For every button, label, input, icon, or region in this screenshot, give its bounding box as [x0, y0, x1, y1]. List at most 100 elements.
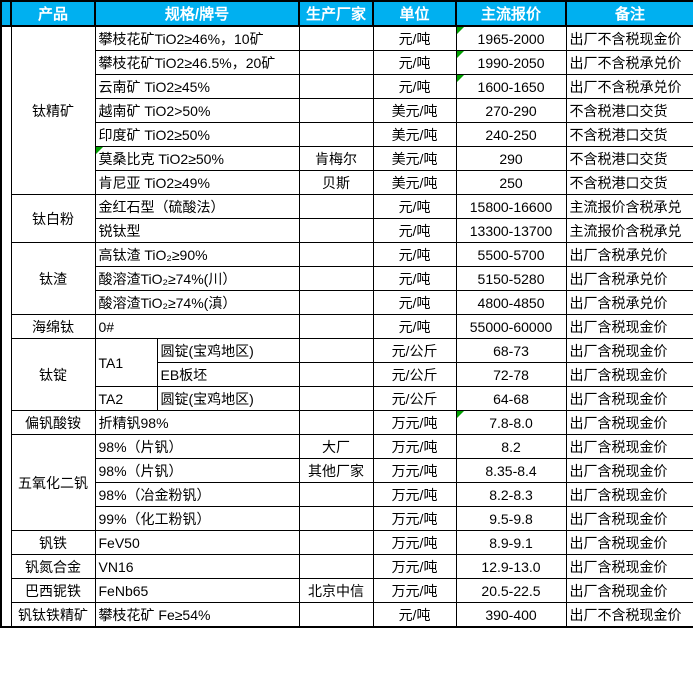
unit-cell[interactable]: 元/吨 [372, 266, 457, 291]
manufacturer-cell[interactable] [298, 362, 374, 387]
price-cell[interactable]: 290 [455, 146, 567, 171]
unit-cell[interactable]: 元/公斤 [372, 386, 457, 411]
manufacturer-cell[interactable]: 大厂 [298, 434, 374, 459]
manufacturer-cell[interactable] [298, 338, 374, 363]
unit-cell[interactable]: 万元/吨 [372, 578, 457, 603]
unit-cell[interactable]: 元/吨 [372, 50, 457, 75]
manufacturer-cell[interactable] [298, 242, 374, 267]
note-cell[interactable]: 出厂含税现金价 [565, 530, 693, 555]
spec-cell[interactable]: 98%（片钒） [94, 434, 300, 459]
note-cell[interactable]: 出厂含税承兑价 [565, 290, 693, 315]
note-cell[interactable]: 出厂不含税现金价 [565, 25, 693, 51]
unit-cell[interactable]: 万元/吨 [372, 482, 457, 507]
price-cell[interactable]: 270-290 [455, 98, 567, 123]
product-cell[interactable]: 钒钛铁精矿 [10, 602, 96, 628]
unit-cell[interactable]: 万元/吨 [372, 554, 457, 579]
manufacturer-cell[interactable] [298, 290, 374, 315]
spec-cell[interactable]: 酸溶渣TiO₂≥74%(滇） [94, 290, 300, 315]
manufacturer-cell[interactable]: 其他厂家 [298, 458, 374, 483]
note-cell[interactable]: 出厂含税现金价 [565, 554, 693, 579]
product-cell[interactable]: 钛渣 [10, 242, 96, 315]
manufacturer-cell[interactable] [298, 98, 374, 123]
manufacturer-cell[interactable] [298, 554, 374, 579]
col-header-price[interactable]: 主流报价 [455, 0, 568, 27]
unit-cell[interactable]: 元/吨 [372, 25, 457, 51]
unit-cell[interactable]: 美元/吨 [372, 122, 457, 147]
spec-cell[interactable]: FeV50 [94, 530, 300, 555]
price-cell[interactable]: 240-250 [455, 122, 567, 147]
price-cell[interactable]: 13300-13700 [455, 218, 567, 243]
price-cell[interactable]: 64-68 [455, 386, 567, 411]
note-cell[interactable]: 出厂含税现金价 [565, 458, 693, 483]
product-cell[interactable]: 钛锭 [10, 338, 96, 411]
unit-cell[interactable]: 万元/吨 [372, 530, 457, 555]
unit-cell[interactable]: 美元/吨 [372, 170, 457, 195]
price-cell[interactable]: 72-78 [455, 362, 567, 387]
manufacturer-cell[interactable] [298, 386, 374, 411]
manufacturer-cell[interactable] [298, 506, 374, 531]
note-cell[interactable]: 出厂含税现金价 [565, 338, 693, 363]
note-cell[interactable]: 不含税港口交货 [565, 170, 693, 195]
manufacturer-cell[interactable] [298, 530, 374, 555]
note-cell[interactable]: 出厂不含税承兑价 [565, 50, 693, 75]
note-cell[interactable]: 出厂含税现金价 [565, 434, 693, 459]
spec-cell[interactable]: 折精钒98% [94, 410, 300, 435]
product-cell[interactable]: 巴西铌铁 [10, 578, 96, 603]
manufacturer-cell[interactable] [298, 194, 374, 219]
unit-cell[interactable]: 元/公斤 [372, 362, 457, 387]
spec-cell[interactable]: VN16 [94, 554, 300, 579]
col-header-note[interactable]: 备注 [565, 0, 693, 27]
product-cell[interactable]: 钛白粉 [10, 194, 96, 243]
spec-cell[interactable]: 98%（片钒） [94, 458, 300, 483]
note-cell[interactable]: 出厂含税承兑价 [565, 242, 693, 267]
price-cell[interactable]: 12.9-13.0 [455, 554, 567, 579]
unit-cell[interactable]: 元/吨 [372, 602, 457, 628]
col-header-manufacturer[interactable]: 生产厂家 [298, 0, 375, 27]
price-cell[interactable]: 390-400 [455, 602, 567, 628]
manufacturer-cell[interactable] [298, 314, 374, 339]
spec-cell[interactable]: 锐钛型 [94, 218, 300, 243]
spec-cell[interactable]: 攀枝花矿TiO2≥46.5%，20矿 [94, 50, 300, 75]
note-cell[interactable]: 不含税港口交货 [565, 146, 693, 171]
price-cell[interactable]: 15800-16600 [455, 194, 567, 219]
spec-grade-cell[interactable]: TA1 [94, 338, 158, 387]
manufacturer-cell[interactable]: 肯梅尔 [298, 146, 374, 171]
unit-cell[interactable]: 美元/吨 [372, 98, 457, 123]
unit-cell[interactable]: 元/吨 [372, 194, 457, 219]
spec-cell[interactable]: 莫桑比克 TiO2≥50% [94, 146, 300, 171]
note-cell[interactable]: 主流报价含税承兑 [565, 194, 693, 219]
price-cell[interactable]: 1965-2000 [455, 25, 567, 51]
note-cell[interactable]: 出厂含税现金价 [565, 578, 693, 603]
spec-cell[interactable]: 98%（冶金粉钒） [94, 482, 300, 507]
unit-cell[interactable]: 元/吨 [372, 290, 457, 315]
price-cell[interactable]: 8.35-8.4 [455, 458, 567, 483]
unit-cell[interactable]: 元/吨 [372, 74, 457, 99]
unit-cell[interactable]: 万元/吨 [372, 458, 457, 483]
spec-type-cell[interactable]: 圆锭(宝鸡地区) [156, 386, 300, 411]
product-cell[interactable]: 海绵钛 [10, 314, 96, 339]
spec-cell[interactable]: 99%（化工粉钒） [94, 506, 300, 531]
note-cell[interactable]: 出厂含税现金价 [565, 362, 693, 387]
spec-grade-cell[interactable]: TA2 [94, 386, 158, 411]
note-cell[interactable]: 出厂不含税现金价 [565, 602, 693, 628]
note-cell[interactable]: 出厂不含税承兑价 [565, 74, 693, 99]
unit-cell[interactable]: 元/吨 [372, 218, 457, 243]
manufacturer-cell[interactable] [298, 74, 374, 99]
product-cell[interactable]: 钒铁 [10, 530, 96, 555]
price-cell[interactable]: 5150-5280 [455, 266, 567, 291]
col-header-unit[interactable]: 单位 [372, 0, 458, 27]
manufacturer-cell[interactable] [298, 218, 374, 243]
unit-cell[interactable]: 元/吨 [372, 314, 457, 339]
price-cell[interactable]: 8.9-9.1 [455, 530, 567, 555]
spec-cell[interactable]: 肯尼亚 TiO2≥49% [94, 170, 300, 195]
spec-cell[interactable]: 0# [94, 314, 300, 339]
unit-cell[interactable]: 元/公斤 [372, 338, 457, 363]
price-cell[interactable]: 7.8-8.0 [455, 410, 567, 435]
price-cell[interactable]: 1600-1650 [455, 74, 567, 99]
price-cell[interactable]: 4800-4850 [455, 290, 567, 315]
note-cell[interactable]: 出厂含税现金价 [565, 314, 693, 339]
manufacturer-cell[interactable] [298, 25, 374, 51]
spec-cell[interactable]: 云南矿 TiO2≥45% [94, 74, 300, 99]
note-cell[interactable]: 出厂含税承兑价 [565, 266, 693, 291]
unit-cell[interactable]: 万元/吨 [372, 410, 457, 435]
